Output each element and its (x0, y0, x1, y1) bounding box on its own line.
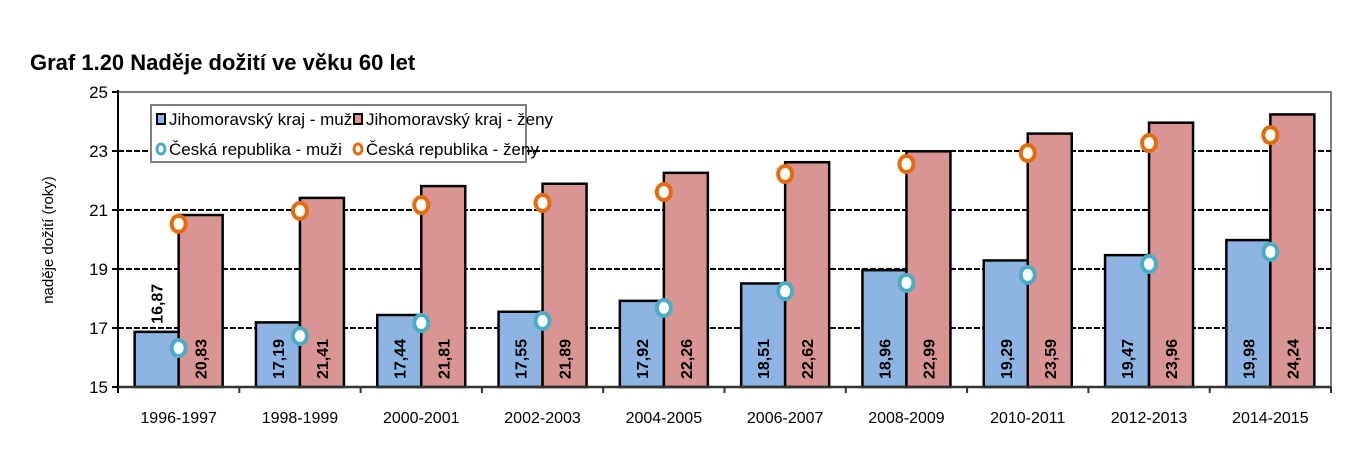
bar-women-jmk (298, 196, 346, 389)
marker-women-cr (1261, 125, 1280, 146)
marker-women-cr (654, 182, 673, 203)
marker-men-cr (897, 272, 916, 293)
legend-marker (155, 142, 167, 156)
marker-men-cr (412, 312, 431, 333)
x-tick-label: 1996-1997 (140, 410, 217, 427)
marker-men-cr (290, 325, 309, 346)
data-label: 22,62 (800, 339, 817, 379)
legend-label: Jihomoravský kraj - ženy (366, 110, 554, 129)
marker-men-cr (1261, 241, 1280, 262)
bar-women-jmk (1147, 121, 1195, 389)
marker-women-cr (1018, 143, 1037, 164)
marker-women-cr (533, 192, 552, 213)
data-label: 18,96 (877, 339, 894, 379)
x-tick-label: 1998-1999 (262, 410, 339, 427)
marker-women-cr (169, 213, 188, 234)
marker-women-cr (412, 194, 431, 215)
bar-men-jmk (1225, 238, 1272, 389)
marker-women-cr (776, 164, 795, 185)
x-tick-label: 2006-2007 (747, 410, 824, 427)
x-tick-label: 2008-2009 (868, 410, 945, 427)
data-label: 17,55 (514, 339, 531, 379)
legend-label: Česká republika - ženy (366, 140, 539, 159)
data-label: 19,98 (1241, 339, 1258, 379)
data-label: 16,87 (150, 284, 167, 324)
y-tick-label: 19 (89, 260, 108, 279)
y-tick-label: 17 (89, 319, 108, 338)
data-label: 17,92 (635, 339, 652, 379)
data-label: 21,81 (436, 339, 453, 379)
legend-label: Česká republika - muži (169, 140, 342, 159)
y-axis-label: naděje dožití (roky) (40, 176, 57, 304)
data-label: 17,44 (392, 339, 409, 379)
bar-women-jmk (420, 184, 467, 389)
data-label: 18,51 (756, 339, 773, 379)
data-label: 22,26 (679, 339, 696, 379)
data-label: 24,24 (1285, 339, 1302, 379)
legend-marker (352, 142, 364, 156)
legend: Jihomoravský kraj - muži Jihomoravský kra… (150, 104, 554, 163)
x-tick-label: 2014-2015 (1232, 410, 1309, 427)
marker-women-cr (897, 153, 916, 174)
chart-title: Graf 1.20 Naděje dožití ve věku 60 let (30, 50, 416, 75)
data-label: 19,47 (1120, 339, 1137, 379)
data-label: 23,59 (1043, 339, 1060, 379)
data-label: 21,41 (315, 339, 332, 379)
marker-men-cr (169, 338, 188, 359)
marker-men-cr (533, 310, 552, 331)
marker-women-cr (290, 200, 309, 221)
data-label: 21,89 (558, 339, 575, 379)
y-tick-label: 15 (89, 378, 108, 397)
bar-women-jmk (662, 171, 710, 389)
bar-men-jmk (497, 310, 544, 389)
x-tick-label: 2004-2005 (626, 410, 703, 427)
x-tick-label: 2000-2001 (383, 410, 460, 427)
y-tick-label: 23 (89, 142, 108, 161)
bar-men-jmk (133, 330, 180, 389)
bar-women-jmk (783, 160, 831, 389)
bar-men-jmk (861, 268, 908, 389)
marker-men-cr (654, 297, 673, 318)
bar-women-jmk (1026, 132, 1073, 389)
bar-women-jmk (541, 182, 588, 389)
marker-women-cr (1140, 133, 1159, 154)
data-label: 20,83 (194, 339, 211, 379)
bar-women-jmk (177, 213, 224, 389)
x-tick-label: 2002-2003 (504, 410, 581, 427)
legend-swatch (353, 113, 363, 125)
legend-box (150, 104, 527, 163)
x-tick-label: 2012-2013 (1111, 410, 1188, 427)
data-label: 19,29 (999, 339, 1016, 379)
data-label: 22,99 (921, 339, 938, 379)
marker-men-cr (1018, 264, 1037, 285)
marker-men-cr (776, 281, 795, 302)
y-tick-label: 21 (89, 201, 108, 220)
data-label: 23,96 (1164, 339, 1181, 379)
data-label: 17,19 (271, 339, 288, 379)
bar-men-jmk (739, 282, 787, 389)
marker-men-cr (1140, 253, 1159, 274)
legend-swatch (156, 113, 166, 125)
legend-label: Jihomoravský kraj - muži (169, 110, 356, 129)
y-tick-label: 25 (89, 83, 108, 102)
x-tick-label: 2010-2011 (990, 410, 1065, 427)
